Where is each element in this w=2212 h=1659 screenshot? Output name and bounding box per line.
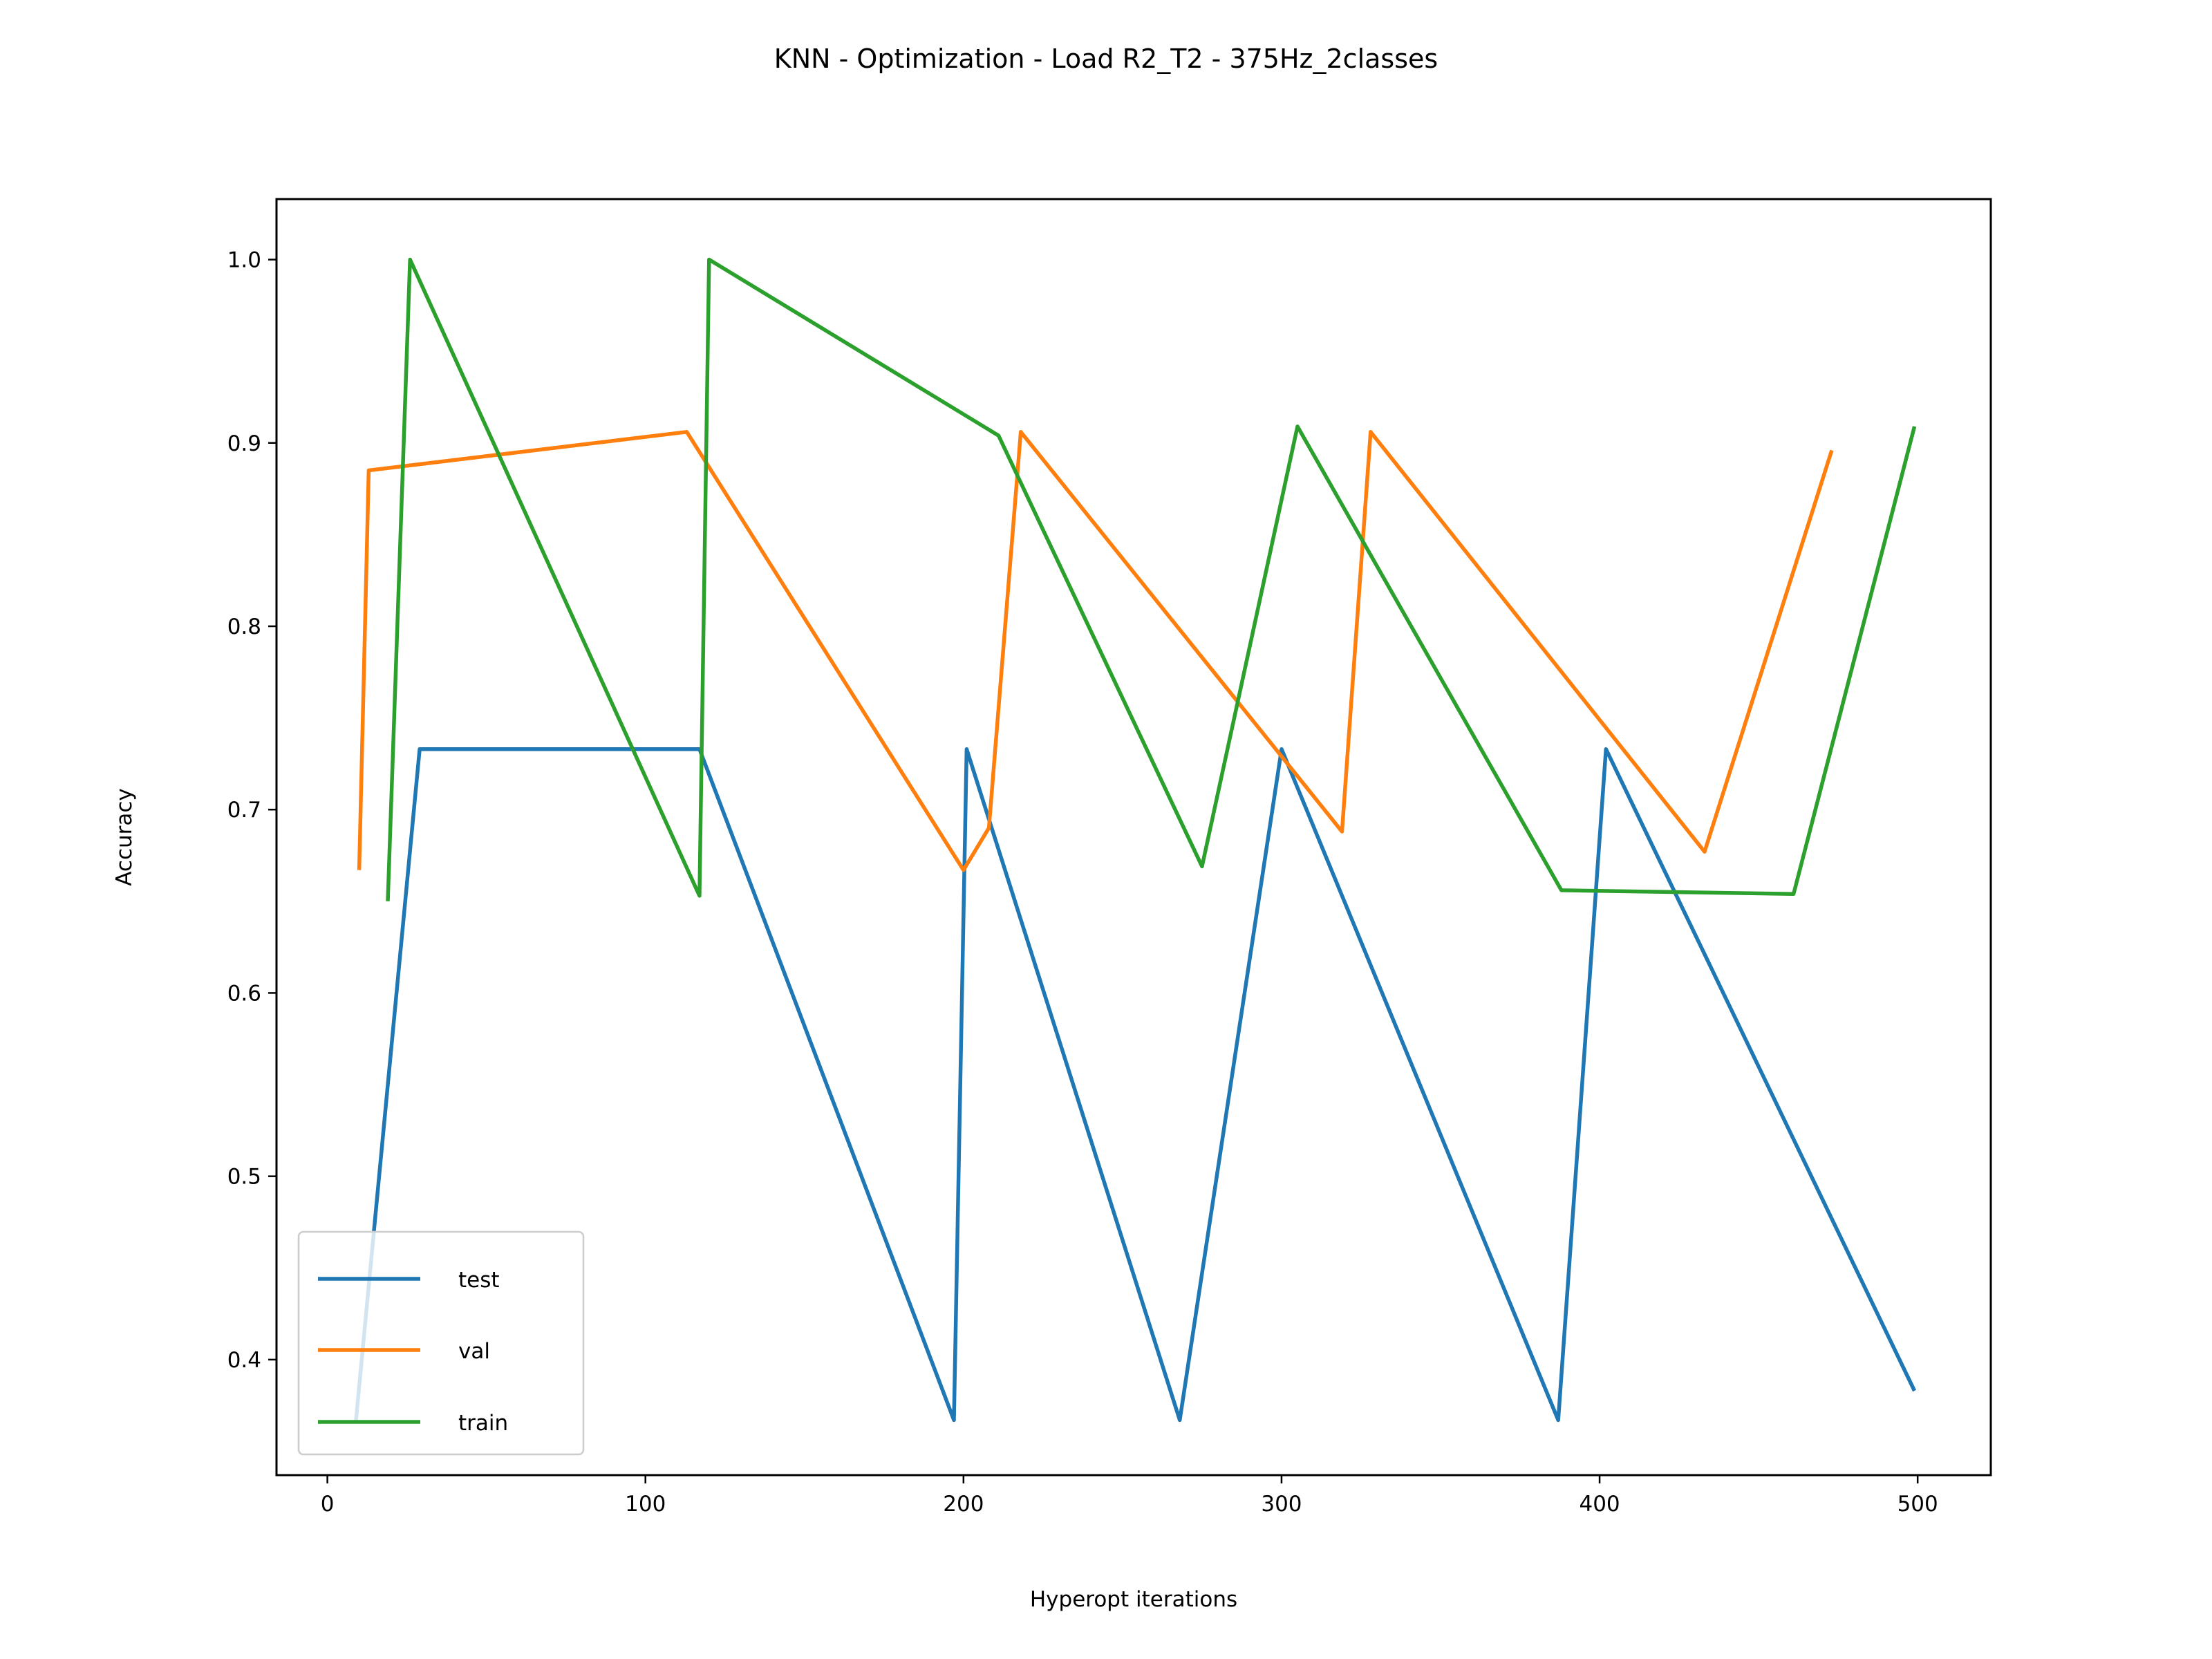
x-tick-label-100: 100 xyxy=(625,1492,666,1517)
chart-title: KNN - Optimization - Load R2_T2 - 375Hz_… xyxy=(774,44,1438,74)
series-line-train xyxy=(386,257,1917,901)
x-axis: 0 100 200 300 400 500 xyxy=(321,1475,1938,1517)
y-tick-label-0.6: 0.6 xyxy=(227,981,261,1006)
y-axis: 0.4 0.5 0.6 0.7 0.8 0.9 1.0 xyxy=(227,248,276,1373)
y-tick-label-0.9: 0.9 xyxy=(227,431,261,456)
y-tick-label-0.7: 0.7 xyxy=(227,798,261,823)
y-tick-label-1.0: 1.0 xyxy=(227,248,261,273)
series-line-test xyxy=(354,747,1917,1423)
x-tick-label-400: 400 xyxy=(1579,1492,1620,1517)
legend-box xyxy=(297,1230,585,1456)
x-tick-label-300: 300 xyxy=(1261,1492,1302,1517)
series-layer xyxy=(354,257,1917,1423)
x-tick-label-200: 200 xyxy=(943,1492,984,1517)
legend: test val train xyxy=(297,1230,585,1456)
y-tick-label-0.8: 0.8 xyxy=(227,615,261,639)
x-tick-label-0: 0 xyxy=(321,1492,335,1517)
y-axis-label: Accuracy xyxy=(112,788,137,886)
legend-label-val: val xyxy=(458,1339,490,1364)
y-tick-label-0.4: 0.4 xyxy=(227,1348,261,1373)
x-tick-label-500: 500 xyxy=(1897,1492,1938,1517)
legend-label-train: train xyxy=(458,1411,508,1436)
series-line-val xyxy=(357,430,1834,872)
plot-frame xyxy=(275,198,1992,1477)
legend-label-test: test xyxy=(458,1268,500,1293)
y-tick-label-0.5: 0.5 xyxy=(227,1165,261,1190)
x-axis-label: Hyperopt iterations xyxy=(1030,1587,1237,1612)
